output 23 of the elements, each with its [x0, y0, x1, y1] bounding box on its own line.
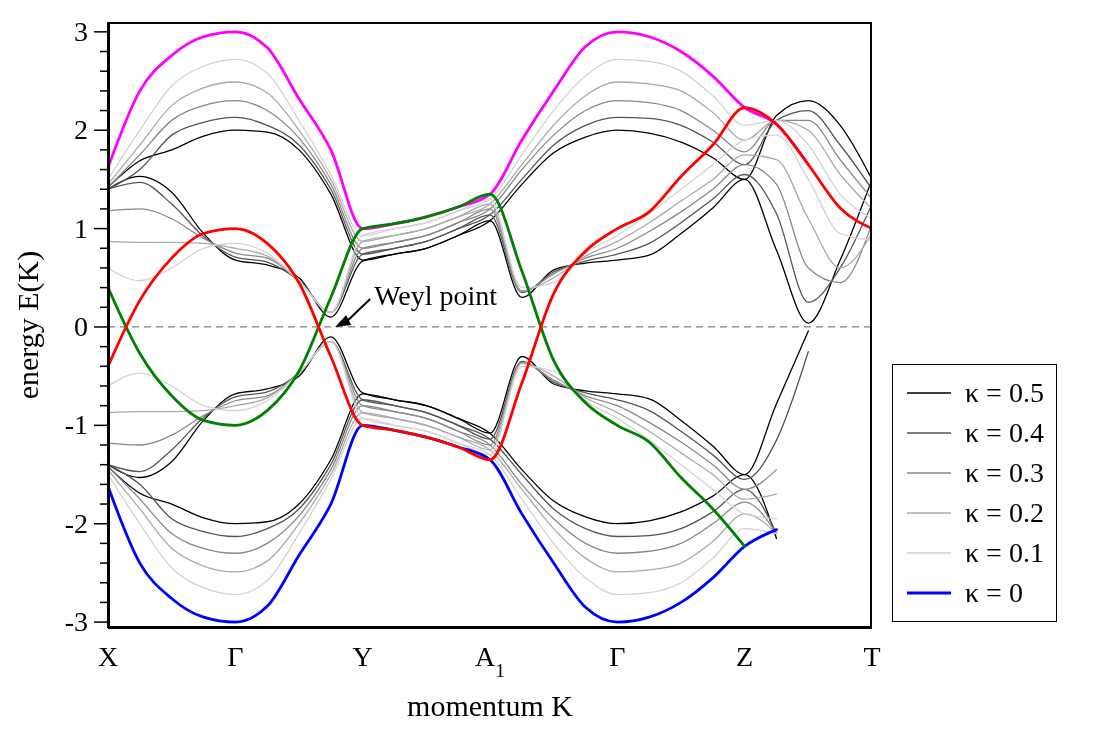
- y-tick-label: -2: [64, 507, 88, 539]
- y-axis-title: energy E(K): [11, 250, 45, 400]
- legend-label: κ = 0.2: [965, 497, 1044, 529]
- x-axis-title: momentum K: [407, 689, 574, 722]
- x-tick-label: Z: [736, 641, 754, 672]
- x-tick-label: A$_{1}$: [474, 641, 506, 681]
- y-tick-label: 3: [74, 15, 88, 47]
- legend-label: κ = 0.3: [965, 457, 1044, 489]
- legend-label: κ = 0: [965, 577, 1023, 609]
- x-tick-label: T: [863, 641, 881, 672]
- y-tick-label: 0: [74, 310, 88, 342]
- y-tick-label: 2: [74, 114, 88, 146]
- x-tick-label: Γ: [227, 641, 244, 672]
- legend-label: κ = 0.4: [965, 417, 1044, 449]
- y-tick-label: 1: [74, 212, 88, 244]
- x-tick-label: X: [97, 641, 119, 672]
- y-tick-label: -3: [64, 606, 88, 638]
- legend-label: κ = 0.1: [965, 537, 1044, 569]
- x-tick-label: Y: [352, 641, 373, 672]
- annotation: Weyl point: [374, 279, 498, 311]
- x-tick-label: Γ: [609, 641, 626, 672]
- legend-label: κ = 0.5: [965, 377, 1044, 409]
- y-tick-label: -1: [64, 409, 88, 441]
